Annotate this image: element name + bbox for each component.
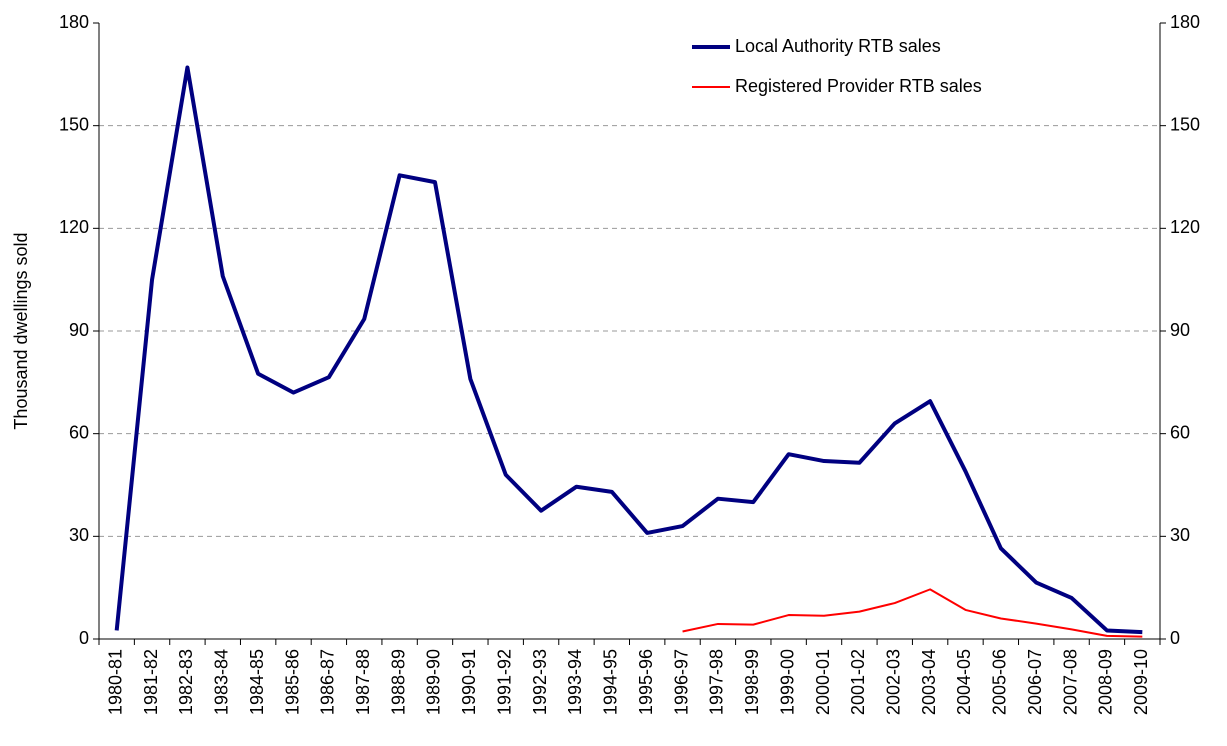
x-tick-label: 1989-90 [424,649,444,715]
data-line [114,65,1143,635]
x-tick-label: 1993-94 [565,649,585,715]
x-tick-label: 1980-81 [105,649,125,715]
y-tick-label: 0 [79,628,89,648]
x-tick-label: 1988-89 [388,649,408,715]
y-tick-label: 60 [69,422,89,442]
x-tick-label: 2003-04 [919,649,939,715]
x-tick-label: 2001-02 [848,649,868,715]
x-tick-label: 1984-85 [247,649,267,715]
y-tick-label: 150 [59,114,89,134]
x-tick-label: 1997-98 [707,649,727,715]
x-tick-label: 2009-10 [1131,649,1151,715]
x-tick-label: 1996-97 [671,649,691,715]
y2-tick-label: 120 [1170,217,1200,237]
x-tick-label: 1987-88 [353,649,373,715]
x-tick-label: 1990-91 [459,649,479,715]
legend-label: Registered Provider RTB sales [735,76,982,96]
y2-tick-label: 30 [1170,525,1190,545]
x-tick-label: 1995-96 [636,649,656,715]
x-tick-label: 1994-95 [601,649,621,715]
y2-tick-label: 60 [1170,422,1190,442]
y-tick-label: 30 [69,525,89,545]
x-tick-label: 1992-93 [530,649,550,715]
x-tick-label: 2006-07 [1025,649,1045,715]
x-tick-label: 1981-82 [141,649,161,715]
x-tick-label: 1999-00 [777,649,797,715]
data-line [682,588,1143,638]
y-tick-label: 120 [59,217,89,237]
x-tick-label: 2000-01 [813,649,833,715]
y-tick-label: 90 [69,320,89,340]
x-tick-label: 1983-84 [212,649,232,715]
x-tick-label: 1991-92 [494,649,514,715]
legend-label: Local Authority RTB sales [735,36,941,56]
y2-tick-label: 180 [1170,12,1200,32]
y2-tick-label: 0 [1170,628,1180,648]
y2-tick-label: 90 [1170,320,1190,340]
x-tick-label: 2005-06 [990,649,1010,715]
x-tick-label: 2004-05 [954,649,974,715]
y2-tick-label: 150 [1170,114,1200,134]
x-tick-label: 1985-86 [282,649,302,715]
x-tick-label: 1998-99 [742,649,762,715]
x-tick-label: 2002-03 [884,649,904,715]
x-tick-label: 1982-83 [176,649,196,715]
x-tick-label: 2008-09 [1096,649,1116,715]
x-tick-label: 1986-87 [318,649,338,715]
x-tick-label: 2007-08 [1060,649,1080,715]
y-tick-label: 180 [59,12,89,32]
y-axis-label: Thousand dwellings sold [11,232,31,429]
